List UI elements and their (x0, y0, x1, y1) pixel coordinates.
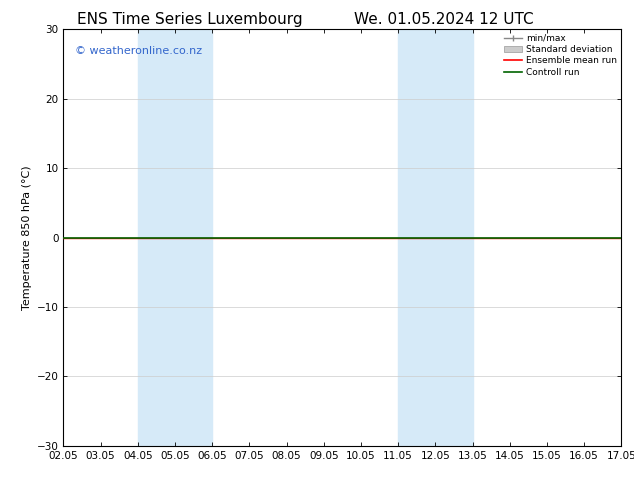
Bar (138, 29, 212, 446)
Y-axis label: Temperature 850 hPa (°C): Temperature 850 hPa (°C) (22, 165, 32, 310)
Text: © weatheronline.co.nz: © weatheronline.co.nz (75, 46, 202, 56)
Bar (398, 29, 472, 446)
Text: ENS Time Series Luxembourg: ENS Time Series Luxembourg (77, 12, 303, 27)
Legend: min/max, Standard deviation, Ensemble mean run, Controll run: min/max, Standard deviation, Ensemble me… (502, 32, 619, 78)
Text: We. 01.05.2024 12 UTC: We. 01.05.2024 12 UTC (354, 12, 534, 27)
